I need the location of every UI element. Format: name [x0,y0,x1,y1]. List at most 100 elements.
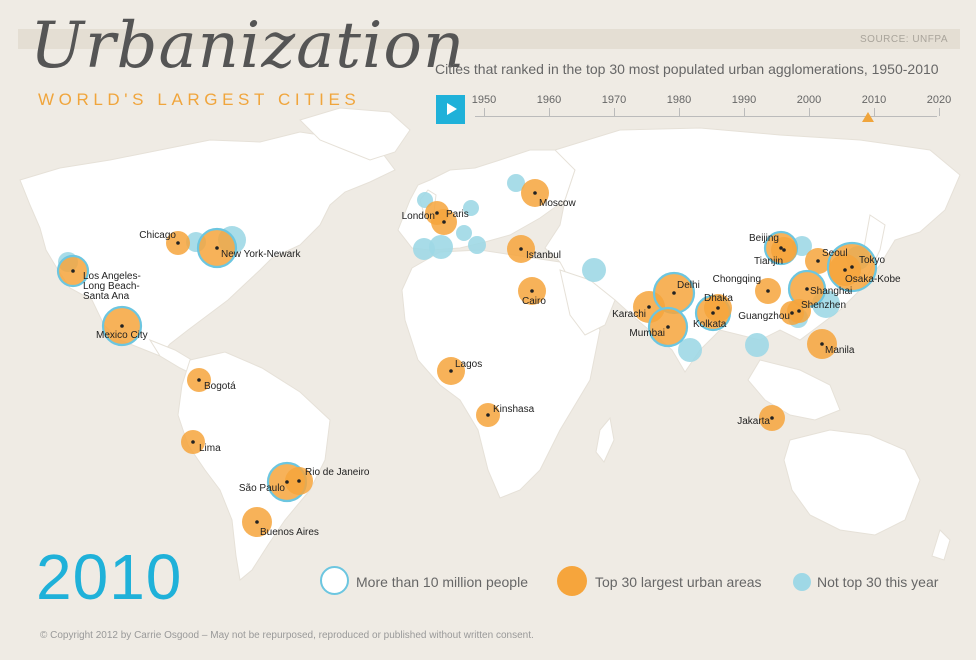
land-greenland [299,107,411,161]
city-label: Chicago [139,230,176,241]
city-label: Paris [446,209,469,220]
city-label: São Paulo [239,483,286,494]
timeline-year-2010[interactable]: 2010 [861,94,887,106]
city-dot [255,520,259,524]
city-dot [435,211,439,215]
city-label: Moscow [539,198,576,209]
timeline-year-1970[interactable]: 1970 [601,94,627,106]
non-top30-city-bubble[interactable] [582,258,606,282]
timeline-tick [614,108,615,116]
city-dot [647,305,651,309]
caption: Cities that ranked in the top 30 most po… [435,61,939,77]
non-top30-city-bubble[interactable] [413,238,435,260]
land-madagascar [595,416,615,463]
city-label: Chongqing [713,274,761,285]
city-label: Buenos Aires [260,527,319,538]
city-label: Mexico City [96,330,148,341]
city-label: Bogotá [204,381,236,392]
city-label: Kolkata [693,319,727,330]
city-dot [672,291,676,295]
city-dot [442,220,446,224]
city-label: Tokyo [859,255,886,266]
non-top30-city-bubble[interactable] [463,200,479,216]
timeline-year-2020[interactable]: 2020 [926,94,952,106]
city-label: Lagos [455,359,482,370]
timeline[interactable]: 1950 1960 1970 1980 1990 2000 2010 2020 [470,90,952,130]
city-dot [486,413,490,417]
city-dot [197,378,201,382]
city-dot [782,248,786,252]
city-dot [533,191,537,195]
non-top30-city-bubble[interactable] [456,225,472,241]
city-label: Beijing [749,233,779,244]
city-dot [666,325,670,329]
play-button[interactable] [436,95,465,124]
copyright: © Copyright 2012 by Carrie Osgood – May … [40,630,534,641]
city-dot [805,287,809,291]
subtitle: WORLD'S LARGEST CITIES [38,90,361,109]
timeline-tick [549,108,550,116]
non-top30-city-bubble[interactable] [429,235,453,259]
city-dot [790,311,794,315]
city-dot [215,246,219,250]
timeline-year-1990[interactable]: 1990 [731,94,757,106]
legend-label: Top 30 largest urban areas [595,574,762,590]
city-label: New York-Newark [221,249,301,260]
timeline-tick [939,108,940,116]
city-dot [797,309,801,313]
timeline-tick [679,108,680,116]
city-dot [449,369,453,373]
timeline-track [475,116,937,117]
city-label: Seoul [822,248,848,259]
legend-label: Not top 30 this year [817,574,939,590]
non-top30-city-bubble[interactable] [678,338,702,362]
land-australia [783,429,921,536]
city-label: London [402,211,435,222]
city-dot [176,241,180,245]
city-dot [191,440,195,444]
source-label: SOURCE: UNFPA [860,34,948,45]
city-dot [711,311,715,315]
city-dot [843,268,847,272]
timeline-marker[interactable] [862,112,874,122]
land-nz [931,529,951,561]
city-label: Rio de Janeiro [305,467,370,478]
city-label: Osaka-Kobe [845,274,901,285]
non-top30-city-bubble[interactable] [417,192,433,208]
timeline-tick [744,108,745,116]
city-label: Lima [199,443,221,454]
city-dot [850,265,854,269]
city-label: Guangzhou [738,311,790,322]
timeline-tick [874,108,875,116]
non-top30-city-bubble[interactable] [468,236,486,254]
non-top30-city-bubble[interactable] [745,333,769,357]
non-top30-city-bubble[interactable] [507,174,525,192]
city-dot [779,246,783,250]
city-label: Karachi [612,309,646,320]
timeline-tick [809,108,810,116]
header-band [18,29,960,49]
timeline-year-1960[interactable]: 1960 [536,94,562,106]
title: Urbanization [30,9,466,83]
city-dot [285,480,289,484]
legend-label: More than 10 million people [356,574,528,590]
city-label: Cairo [522,296,546,307]
year-display: 2010 [36,541,183,613]
timeline-year-2000[interactable]: 2000 [796,94,822,106]
city-dot [770,416,774,420]
timeline-year-1980[interactable]: 1980 [666,94,692,106]
city-dot [519,247,523,251]
city-dot [816,259,820,263]
timeline-tick [484,108,485,116]
city-dot [820,342,824,346]
blue-circle-icon [793,573,811,591]
city-dot [71,269,75,273]
city-label: Manila [825,345,855,356]
city-label: Kinshasa [493,404,535,415]
orange-circle-icon [557,566,587,596]
city-label: Dhaka [704,293,733,304]
timeline-year-1950[interactable]: 1950 [471,94,497,106]
city-dot [716,306,720,310]
city-label: Shenzhen [801,300,846,311]
